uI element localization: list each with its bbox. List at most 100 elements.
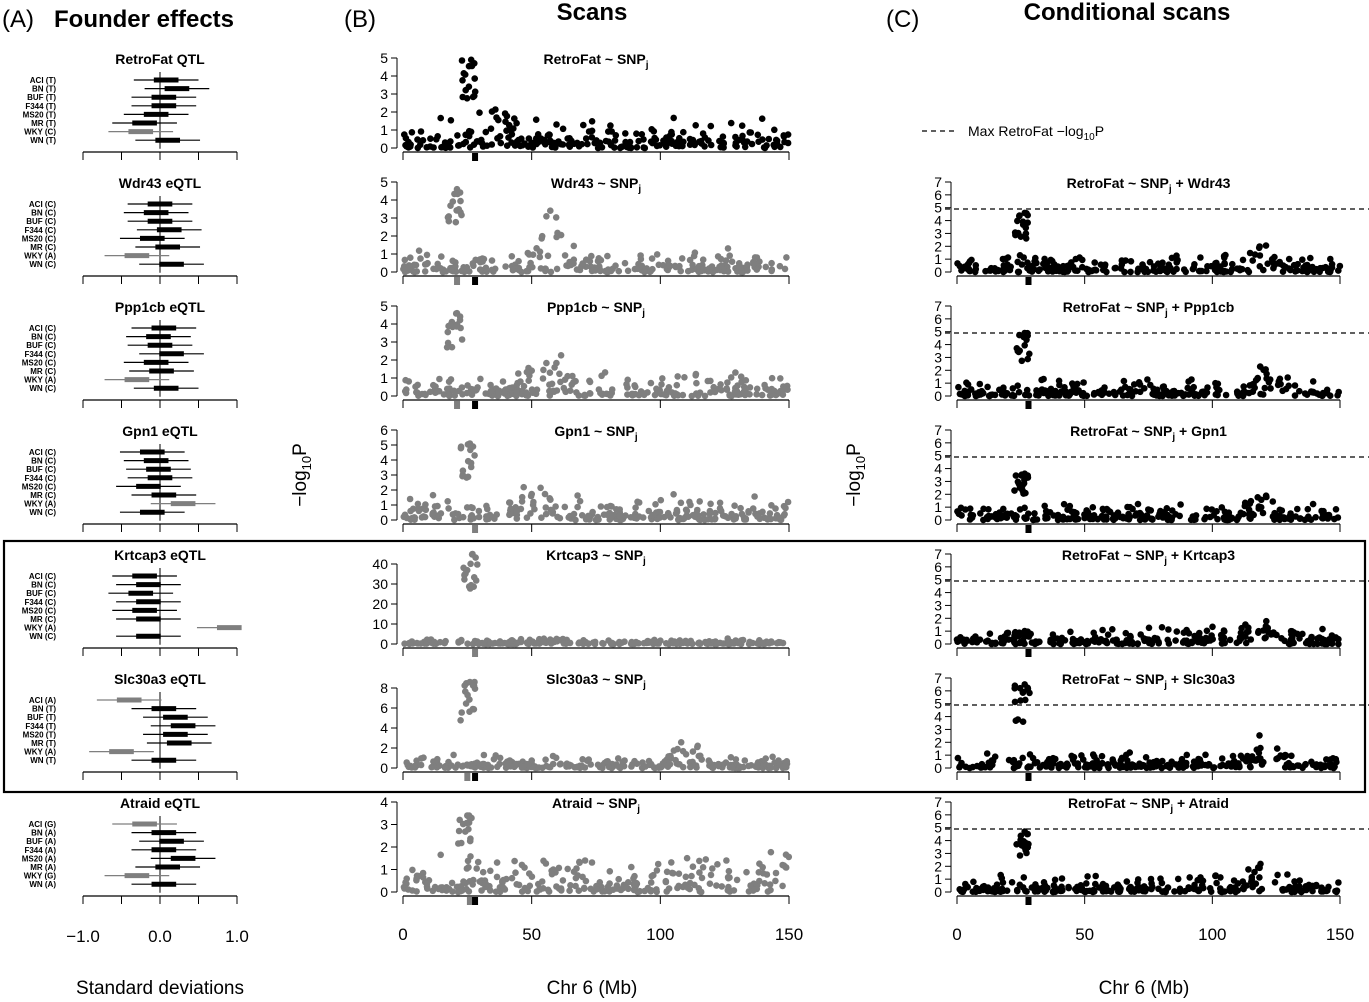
panel-b-point (701, 392, 709, 400)
panel-c-point (1083, 880, 1090, 887)
panel-c-point (1177, 760, 1184, 767)
panel-c-point (1282, 752, 1290, 759)
panel-b-point (598, 372, 605, 380)
panel-b-point (464, 473, 472, 481)
panel-c-point (1186, 874, 1193, 881)
panel-b-point (730, 887, 738, 894)
panel-b-point (503, 127, 510, 134)
panel-c-point (1066, 390, 1074, 398)
panel-b-point (562, 387, 569, 395)
panel-c-point (1252, 757, 1260, 764)
panel-c-point (1145, 506, 1152, 513)
panel-b-point (576, 639, 583, 646)
panel-b-point (430, 509, 437, 516)
panel-b-point (483, 516, 490, 523)
panel-b-point (678, 255, 686, 262)
panel-b-point (417, 755, 425, 762)
panel-c-point (1160, 266, 1168, 274)
panel-c-snp-marker (1025, 525, 1032, 533)
panel-b-point (471, 60, 478, 67)
panel-c-point (1016, 252, 1024, 259)
panel-c-point (1197, 762, 1205, 769)
panel-c-y-tick-label: 5 (934, 696, 942, 712)
panel-c-point (1229, 752, 1237, 760)
panel-c-point (1083, 637, 1091, 645)
panel-b-point (753, 385, 761, 393)
panel-b-point (515, 370, 522, 377)
panel-b-point (536, 248, 544, 255)
panel-b-point (696, 857, 703, 865)
panel-c-point (1067, 628, 1074, 636)
panel-b-point (760, 639, 767, 647)
panel-b-point (764, 888, 772, 895)
panel-b-point (447, 138, 454, 145)
panel-b-point (677, 499, 685, 507)
panel-b-point (605, 763, 613, 771)
panel-c-point (986, 764, 994, 771)
panel-b-point (742, 516, 750, 523)
panel-b-point (688, 872, 695, 880)
panel-b-point (594, 144, 602, 152)
panel-c-point (1158, 879, 1166, 887)
panel-b-point (416, 141, 424, 149)
panel-b-point (572, 516, 579, 524)
panel-c-y-tick-label: 7 (934, 670, 942, 686)
panel-b-point (588, 118, 596, 125)
panel-c-point (1203, 627, 1211, 635)
panel-c-point (1012, 717, 1020, 724)
panel-b-point (496, 754, 504, 762)
panel-b-point (475, 507, 483, 515)
panel-b-point (447, 321, 454, 329)
panel-c-point (1099, 759, 1106, 767)
panel-b-point (494, 763, 501, 771)
panel-b-point (564, 865, 571, 873)
panel-b-point (582, 256, 590, 264)
panel-c-point (1079, 263, 1086, 271)
panel-b-point (403, 386, 410, 393)
panel-c-point (1242, 639, 1250, 647)
panel-b-point (414, 505, 422, 512)
panel-b-point (751, 254, 759, 261)
panel-b-point (449, 888, 456, 895)
panel-b-point (487, 381, 494, 389)
panel-c-point (1049, 754, 1057, 762)
panel-b-y-tick-label: 3 (380, 817, 388, 833)
panel-b-point (511, 115, 518, 122)
panel-c-point (1056, 381, 1063, 389)
panel-b-point (624, 267, 632, 275)
panel-b-point (653, 867, 661, 874)
panel-b-point (713, 882, 720, 889)
panel-b-point (502, 263, 509, 270)
panel-b-point (706, 267, 713, 274)
panel-b-point (657, 496, 665, 504)
panel-b-point (528, 873, 536, 880)
panel-c-point (1041, 502, 1048, 510)
panel-b-point (503, 112, 511, 120)
panel-a-strain-label: BUF (C) (26, 217, 56, 226)
panel-b-point (482, 128, 490, 136)
panel-b-point (424, 885, 431, 892)
panel-c-point (1319, 389, 1327, 397)
panel-b-point (755, 138, 762, 145)
panel-a-strain-label: WN (C) (29, 260, 56, 269)
panel-b-point (566, 761, 573, 769)
panel-b-point (418, 390, 426, 398)
panel-b-point (471, 452, 478, 459)
panel-c-point (1028, 268, 1036, 275)
panel-b-point (732, 139, 740, 147)
panel-c-point (1319, 510, 1327, 517)
panel-b-point (465, 83, 473, 90)
panel-c-point (1159, 259, 1166, 267)
panel-c-point (1139, 887, 1147, 895)
panel-c-point (1118, 640, 1126, 647)
panel-c-point (1014, 258, 1021, 266)
panel-b-point (776, 514, 783, 522)
panel-b-point (660, 391, 668, 398)
panel-c-point (1203, 505, 1210, 513)
panel-c-point (1214, 388, 1222, 395)
panel-b-point (782, 851, 790, 858)
panel-c-point (970, 878, 977, 886)
panel-a-strain-label: F344 (T) (25, 722, 56, 731)
panel-b-point (776, 639, 783, 646)
panel-b-point (699, 256, 707, 264)
